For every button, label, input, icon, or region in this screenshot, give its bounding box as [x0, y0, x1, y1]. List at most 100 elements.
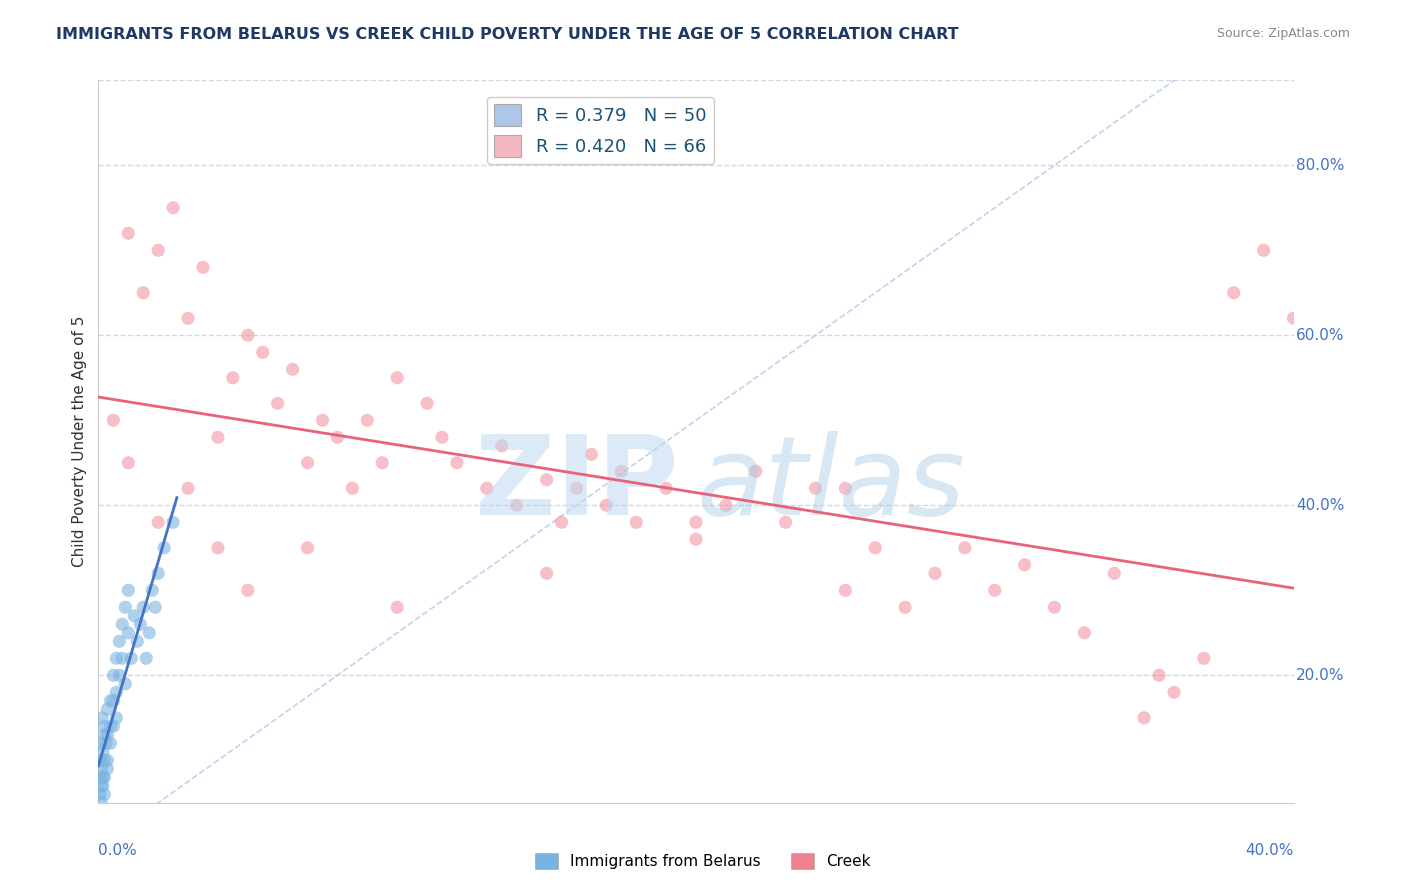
Point [162, 201, 184, 215]
Point [90, 796, 112, 810]
Point [93, 728, 115, 742]
Point [96, 702, 118, 716]
Point [297, 541, 319, 555]
Legend: R = 0.379   N = 50, R = 0.420   N = 66: R = 0.379 N = 50, R = 0.420 N = 66 [486, 96, 714, 164]
Point [117, 456, 139, 470]
Point [141, 583, 163, 598]
Point [834, 583, 856, 598]
Text: ZIP: ZIP [475, 432, 678, 539]
Text: IMMIGRANTS FROM BELARUS VS CREEK CHILD POVERTY UNDER THE AGE OF 5 CORRELATION CH: IMMIGRANTS FROM BELARUS VS CREEK CHILD P… [56, 27, 959, 42]
Legend: Immigrants from Belarus, Creek: Immigrants from Belarus, Creek [529, 847, 877, 875]
Point [416, 396, 439, 410]
Point [984, 583, 1007, 598]
Point [475, 481, 498, 495]
Point [138, 625, 160, 640]
Point [1043, 600, 1066, 615]
Point [865, 541, 887, 555]
Point [105, 651, 128, 665]
Point [132, 600, 155, 615]
Point [236, 328, 259, 343]
Point [93, 719, 115, 733]
Point [1133, 711, 1156, 725]
Text: 40.0%: 40.0% [1296, 498, 1344, 513]
Point [120, 651, 142, 665]
Point [117, 583, 139, 598]
Point [1282, 311, 1305, 326]
Point [536, 566, 558, 581]
Point [311, 413, 333, 427]
Point [148, 566, 170, 581]
Point [111, 651, 134, 665]
Point [326, 430, 349, 444]
Point [177, 311, 200, 326]
Point [685, 533, 707, 547]
Point [98, 694, 122, 708]
Point [93, 787, 115, 801]
Point [267, 396, 290, 410]
Point [342, 481, 364, 495]
Point [550, 516, 572, 530]
Point [91, 779, 114, 793]
Point [1192, 651, 1215, 665]
Point [894, 600, 917, 615]
Point [191, 260, 214, 275]
Point [626, 516, 648, 530]
Point [103, 694, 125, 708]
Text: 80.0%: 80.0% [1296, 158, 1344, 173]
Point [207, 430, 229, 444]
Text: 40.0%: 40.0% [1246, 843, 1294, 857]
Point [385, 371, 409, 385]
Point [775, 516, 797, 530]
Point [685, 516, 707, 530]
Point [90, 779, 112, 793]
Point [98, 719, 122, 733]
Point [103, 719, 125, 733]
Point [297, 456, 319, 470]
Point [124, 608, 146, 623]
Point [804, 481, 827, 495]
Point [1014, 558, 1036, 572]
Point [148, 244, 170, 258]
Point [745, 464, 768, 478]
Point [148, 516, 170, 530]
Point [252, 345, 274, 359]
Text: 0.0%: 0.0% [98, 843, 138, 857]
Point [1163, 685, 1185, 699]
Point [96, 728, 118, 742]
Point [93, 753, 115, 767]
Point [91, 711, 114, 725]
Point [371, 456, 394, 470]
Text: 60.0%: 60.0% [1296, 327, 1344, 343]
Point [834, 481, 856, 495]
Point [565, 481, 588, 495]
Point [953, 541, 976, 555]
Point [127, 634, 149, 648]
Point [117, 227, 139, 241]
Point [430, 430, 453, 444]
Point [114, 677, 136, 691]
Point [98, 736, 122, 750]
Point [655, 481, 678, 495]
Point [207, 541, 229, 555]
Point [222, 371, 245, 385]
Point [105, 685, 128, 699]
Point [506, 498, 529, 512]
Point [1147, 668, 1170, 682]
Point [91, 770, 114, 784]
Point [236, 583, 259, 598]
Point [1073, 625, 1095, 640]
Point [177, 481, 200, 495]
Point [91, 745, 114, 759]
Text: Source: ZipAtlas.com: Source: ZipAtlas.com [1216, 27, 1350, 40]
Point [89, 770, 111, 784]
Point [132, 285, 155, 300]
Point [610, 464, 633, 478]
Point [108, 634, 131, 648]
Point [108, 668, 131, 682]
Text: atlas: atlas [696, 432, 965, 539]
Point [162, 516, 184, 530]
Point [103, 413, 125, 427]
Point [105, 711, 128, 725]
Point [90, 736, 112, 750]
Point [1253, 244, 1275, 258]
